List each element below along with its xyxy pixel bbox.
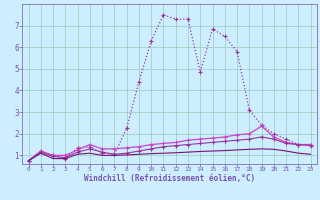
X-axis label: Windchill (Refroidissement éolien,°C): Windchill (Refroidissement éolien,°C) [84,174,255,183]
